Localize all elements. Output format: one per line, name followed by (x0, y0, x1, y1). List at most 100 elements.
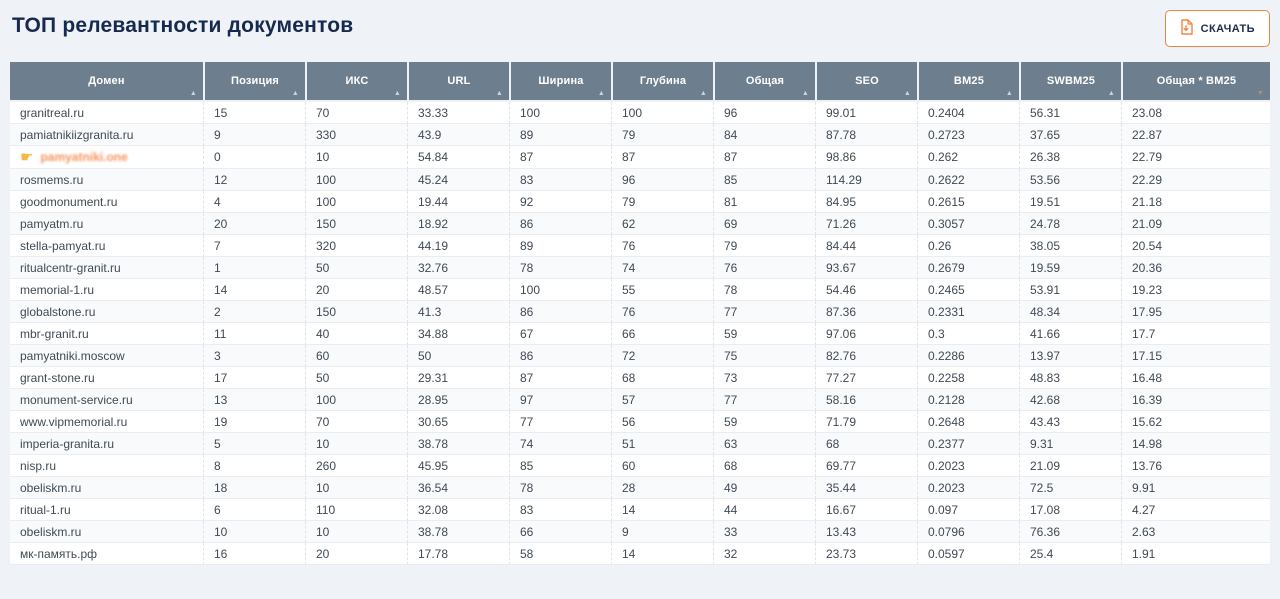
column-header-seo[interactable]: SEO ▲ (815, 62, 917, 102)
value-cell: 78 (509, 477, 611, 499)
value-cell: 100 (611, 102, 713, 124)
value-cell: 0.0597 (917, 543, 1019, 565)
value-cell: 9 (611, 521, 713, 543)
column-header-label: SWBM25 (1046, 75, 1096, 87)
value-cell: 15.62 (1121, 411, 1270, 433)
value-cell: 73 (713, 367, 815, 389)
page-title: ТОП релевантности документов (12, 14, 354, 37)
value-cell: 96 (611, 169, 713, 191)
value-cell: 69.77 (815, 455, 917, 477)
value-cell: 69 (713, 213, 815, 235)
column-header-ширина[interactable]: Ширина ▲ (509, 62, 611, 102)
value-cell: 30.65 (407, 411, 509, 433)
column-header-swbm25[interactable]: SWBM25 ▲ (1019, 62, 1121, 102)
domain-cell: obeliskm.ru (10, 477, 203, 499)
value-cell: 70 (305, 102, 407, 124)
column-header-label: BM25 (953, 75, 985, 87)
value-cell: 22.87 (1121, 124, 1270, 146)
value-cell: 48.57 (407, 279, 509, 301)
value-cell: 9 (203, 124, 305, 146)
table-row: globalstone.ru 2 150 41.3 86 76 77 87.36 0.2331 4… (10, 301, 1270, 323)
value-cell: 0.2622 (917, 169, 1019, 191)
table-row: ritualcentr-granit.ru 1 50 32.76 78 74 76 93.67… (10, 257, 1270, 279)
value-cell: 260 (305, 455, 407, 477)
table-row: nisp.ru 8 260 45.95 85 60 68 69.77 0.2023 21.09 13… (10, 455, 1270, 477)
value-cell: 77.27 (815, 367, 917, 389)
domain-cell: ☛ pamyatniki.one (10, 146, 203, 169)
value-cell: 0.2023 (917, 455, 1019, 477)
value-cell: 28 (611, 477, 713, 499)
column-header-общая[interactable]: Общая ▲ (713, 62, 815, 102)
value-cell: 84 (713, 124, 815, 146)
value-cell: 28.95 (407, 389, 509, 411)
relevance-table-container: Домен ▲ Позиция ▲ ИКС ▲ URL ▲ Ширина ▲ Глубина ▲ Общ… (10, 62, 1270, 565)
value-cell: 74 (611, 257, 713, 279)
column-header-домен[interactable]: Домен ▲ (10, 62, 203, 102)
value-cell: 70 (305, 411, 407, 433)
value-cell: 77 (509, 411, 611, 433)
value-cell: 19.51 (1019, 191, 1121, 213)
column-header-глубина[interactable]: Глубина ▲ (611, 62, 713, 102)
value-cell: 0.3057 (917, 213, 1019, 235)
value-cell: 17.95 (1121, 301, 1270, 323)
value-cell: 14 (611, 499, 713, 521)
value-cell: 43.9 (407, 124, 509, 146)
table-row: obeliskm.ru 18 10 36.54 78 28 49 35.44 0.2023 72.… (10, 477, 1270, 499)
domain-cell: www.vipmemorial.ru (10, 411, 203, 433)
value-cell: 21.09 (1019, 455, 1121, 477)
column-header-label: SEO (855, 75, 879, 87)
domain-cell: stella-pamyat.ru (10, 235, 203, 257)
table-row: ☛ pamyatniki.one 0 10 54.84 87 87 87 98.86 0.262 2… (10, 146, 1270, 169)
value-cell: 37.65 (1019, 124, 1121, 146)
value-cell: 15 (203, 102, 305, 124)
domain-cell: ritual-1.ru (10, 499, 203, 521)
table-row: pamyatm.ru 20 150 18.92 86 62 69 71.26 0.3057 24.… (10, 213, 1270, 235)
value-cell: 0.3 (917, 323, 1019, 345)
value-cell: 45.95 (407, 455, 509, 477)
value-cell: 20.54 (1121, 235, 1270, 257)
value-cell: 7 (203, 235, 305, 257)
column-header-позиция[interactable]: Позиция ▲ (203, 62, 305, 102)
table-row: grant-stone.ru 17 50 29.31 87 68 73 77.27 0.2258… (10, 367, 1270, 389)
value-cell: 21.18 (1121, 191, 1270, 213)
value-cell: 20 (305, 279, 407, 301)
table-row: rosmems.ru 12 100 45.24 83 96 85 114.29 0.2622 53… (10, 169, 1270, 191)
value-cell: 25.4 (1019, 543, 1121, 565)
value-cell: 17.78 (407, 543, 509, 565)
value-cell: 16 (203, 543, 305, 565)
value-cell: 0.262 (917, 146, 1019, 169)
sort-ascending-icon: ▲ (801, 90, 809, 97)
value-cell: 87 (611, 146, 713, 169)
value-cell: 13.76 (1121, 455, 1270, 477)
value-cell: 21.09 (1121, 213, 1270, 235)
download-button[interactable]: СКАЧАТЬ (1164, 10, 1270, 47)
column-header-икс[interactable]: ИКС ▲ (305, 62, 407, 102)
value-cell: 89 (509, 124, 611, 146)
value-cell: 71.79 (815, 411, 917, 433)
column-header-label: URL (447, 75, 471, 87)
value-cell: 87 (509, 146, 611, 169)
value-cell: 43.43 (1019, 411, 1121, 433)
value-cell: 12 (203, 169, 305, 191)
column-header-общая-bm25[interactable]: Общая * BM25 ▼ (1121, 62, 1270, 102)
value-cell: 41.66 (1019, 323, 1121, 345)
value-cell: 83 (509, 169, 611, 191)
value-cell: 54.46 (815, 279, 917, 301)
table-header-row: Домен ▲ Позиция ▲ ИКС ▲ URL ▲ Ширина ▲ Глубина ▲ Общ… (10, 62, 1270, 102)
value-cell: 3 (203, 345, 305, 367)
value-cell: 42.68 (1019, 389, 1121, 411)
value-cell: 56 (611, 411, 713, 433)
value-cell: 150 (305, 301, 407, 323)
value-cell: 14 (203, 279, 305, 301)
column-header-bm25[interactable]: BM25 ▲ (917, 62, 1019, 102)
value-cell: 17.08 (1019, 499, 1121, 521)
table-row: imperia-granita.ru 5 10 38.78 74 51 63 68 0.2377… (10, 433, 1270, 455)
value-cell: 1.91 (1121, 543, 1270, 565)
value-cell: 32.76 (407, 257, 509, 279)
value-cell: 0.2404 (917, 102, 1019, 124)
column-header-label: Позиция (230, 75, 280, 87)
value-cell: 98.86 (815, 146, 917, 169)
column-header-url[interactable]: URL ▲ (407, 62, 509, 102)
value-cell: 110 (305, 499, 407, 521)
value-cell: 330 (305, 124, 407, 146)
